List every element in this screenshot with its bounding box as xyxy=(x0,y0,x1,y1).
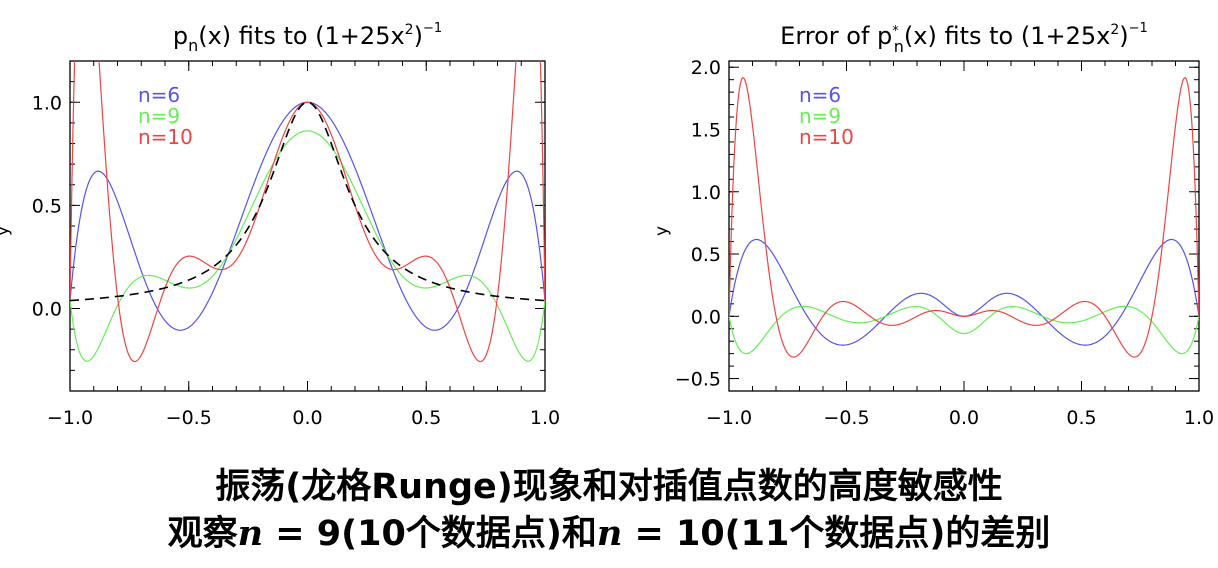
x-tick-label: −0.5 xyxy=(823,407,869,429)
x-tick-label: −1.0 xyxy=(47,407,93,429)
x-tick-label: −0.5 xyxy=(166,407,212,429)
right-chart: Error of p* n(x) fits to (1+25x2)−1 y −1.0 −… xyxy=(652,21,1214,429)
runge-function-line xyxy=(70,101,545,302)
caption-line-2-c: = 10(11个数据点)的差别 xyxy=(622,514,1051,554)
caption-line-2: 观察n = 9(10个数据点)和n = 10(11个数据点)的差别 xyxy=(0,505,1218,556)
caption-var-n-1: n xyxy=(237,513,264,554)
x-tick-label: 0.5 xyxy=(1066,407,1096,429)
y-tick-label: 0.5 xyxy=(32,195,62,217)
chart-title: pn(x) fits to (1+25x2)−1 xyxy=(173,21,442,55)
legend-entry-n6: n=6 xyxy=(799,83,841,107)
legend-entry-n6: n=6 xyxy=(138,83,180,107)
caption-line-1: 振荡(龙格Runge)现象和对插值点数的高度敏感性 xyxy=(215,467,1003,507)
y-tick-label: −0.5 xyxy=(675,369,721,391)
series-line-n10 xyxy=(70,61,545,363)
y-axis-label: y xyxy=(0,226,13,236)
y-tick-label: 2.0 xyxy=(691,57,721,79)
left-chart: pn(x) fits to (1+25x2)−1 y −1.0 −0.5 0.0 0.5 1… xyxy=(0,21,560,429)
series-line-n10 xyxy=(729,76,1199,358)
series-line-n9 xyxy=(729,305,1199,355)
x-tick-label: −1.0 xyxy=(706,407,752,429)
caption-var-n-2: n xyxy=(596,513,623,554)
caption-line-2-a: 观察 xyxy=(167,514,238,554)
legend-entry-n9: n=9 xyxy=(799,104,841,128)
x-tick-label: 0.5 xyxy=(411,407,441,429)
x-tick-label: 1.0 xyxy=(530,407,560,429)
x-tick-label: 1.0 xyxy=(1184,407,1214,429)
caption-line-2-b: = 9(10个数据点)和 xyxy=(263,514,597,554)
y-tick-label: 1.5 xyxy=(691,119,721,141)
x-tick-label: 0.0 xyxy=(292,407,322,429)
y-tick-label: 0.0 xyxy=(691,306,721,328)
legend-entry-n9: n=9 xyxy=(138,104,180,128)
y-tick-label: 0.5 xyxy=(691,244,721,266)
y-tick-label: 1.0 xyxy=(32,92,62,114)
legend-entry-n10: n=10 xyxy=(799,125,854,149)
y-tick-label: 0.0 xyxy=(32,299,62,321)
legend-entry-n10: n=10 xyxy=(138,125,193,149)
x-tick-label: 0.0 xyxy=(949,407,979,429)
y-tick-label: 1.0 xyxy=(691,182,721,204)
chart-title: Error of p* n(x) fits to (1+25x2)−1 xyxy=(780,21,1148,56)
series-line-n9 xyxy=(70,130,545,362)
y-axis-label: y xyxy=(652,226,672,236)
series-line-n6 xyxy=(729,238,1199,346)
